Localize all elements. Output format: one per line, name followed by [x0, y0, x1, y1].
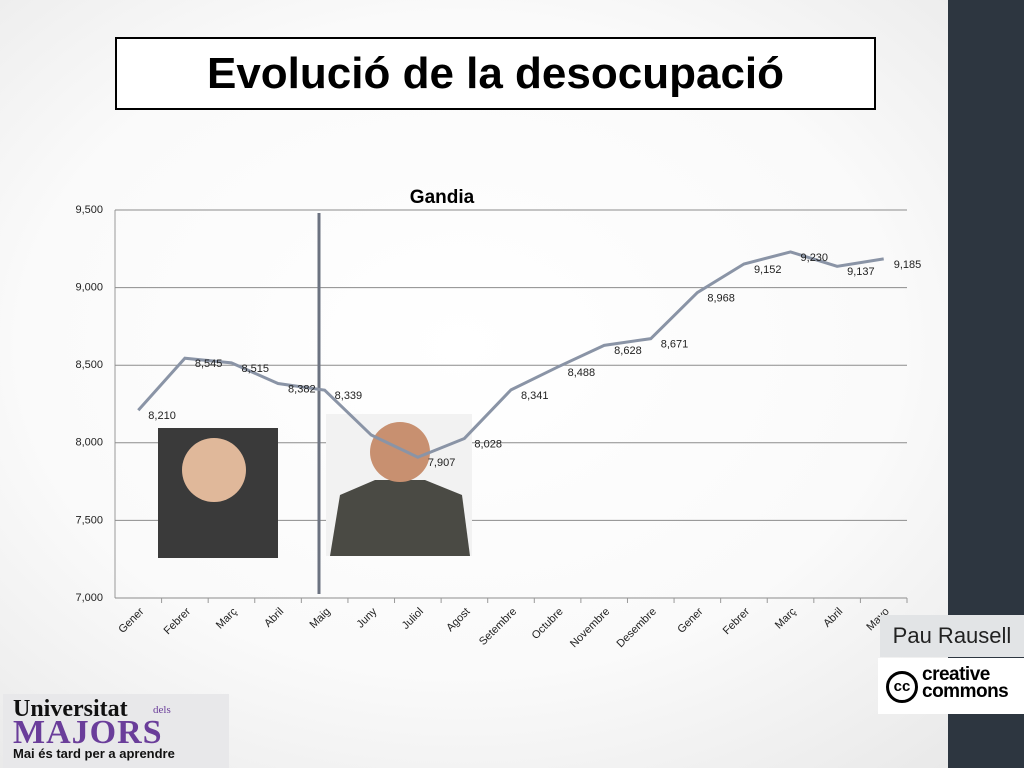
photo-face: [182, 438, 246, 502]
data-label: 8,341: [521, 390, 549, 402]
x-tick-label: Octubre: [530, 606, 566, 642]
x-tick-label: Novembre: [568, 606, 612, 650]
data-label: 8,545: [195, 358, 223, 370]
logo: Universitat dels MAJORS Mai és tard per …: [3, 694, 229, 768]
y-tick-label: 8,000: [75, 437, 103, 449]
x-tick-label: Desembre: [615, 606, 659, 650]
cc-badge: cc: [886, 671, 918, 703]
y-tick-label: 7,000: [75, 592, 103, 604]
y-tick-label: 9,000: [75, 282, 103, 294]
x-tick-label: Febrer: [721, 605, 753, 637]
chart: Gandia 7,000 7,500 8,000 8,500 9,000 9,500 Gen…: [75, 187, 922, 650]
x-tick-label: Març: [214, 605, 240, 631]
data-label: 8,628: [614, 345, 642, 357]
data-label: 8,382: [288, 383, 316, 395]
cc-text: creative commons: [922, 664, 1009, 702]
slide-title: Evolució de la desocupació: [115, 37, 876, 110]
data-label: 8,028: [474, 438, 502, 450]
chart-title: Gandia: [410, 187, 475, 208]
x-tick-label: Abril: [262, 606, 286, 630]
photo-face: [370, 422, 430, 482]
logo-motto: Mai és tard per a aprendre: [13, 746, 175, 761]
data-label: 8,671: [661, 339, 689, 351]
x-tick-label: Gener: [116, 605, 146, 635]
x-tick-label: Setembre: [477, 606, 519, 648]
x-tick-label: Agost: [444, 606, 472, 634]
cc-line: commons: [922, 681, 1009, 702]
logo-name: MAJORS: [13, 714, 163, 751]
y-tick-label: 9,500: [75, 204, 103, 216]
data-label: 8,488: [568, 367, 596, 379]
photo-body: [330, 480, 470, 556]
author: Pau Rausell: [880, 615, 1024, 657]
data-label: 9,152: [754, 264, 782, 276]
data-label: 9,230: [801, 252, 829, 264]
x-tick-label: Juliol: [400, 606, 426, 632]
data-label: 9,137: [847, 266, 875, 278]
x-tick-label: Abril: [821, 606, 845, 630]
cc-logo: cc creative commons: [878, 658, 1024, 714]
cc-line: creative: [922, 664, 990, 685]
y-tick-label: 7,500: [75, 514, 103, 526]
logo-dels: dels: [153, 704, 171, 716]
x-tick-label: Febrer: [162, 605, 194, 637]
x-tick-label: Maig: [307, 606, 332, 631]
data-label: 9,185: [894, 259, 922, 271]
x-tick-label: Gener: [675, 605, 705, 635]
x-tick-label: Juny: [354, 605, 379, 630]
line: [137, 250, 884, 459]
data-label: 8,339: [335, 390, 363, 402]
y-tick-label: 8,500: [75, 359, 103, 371]
data-label: 8,968: [707, 292, 735, 304]
data-label: 7,907: [428, 457, 456, 469]
x-tick-label: Març: [773, 605, 799, 631]
logo-line: Universitat: [13, 696, 128, 722]
data-label: 8,210: [148, 410, 176, 422]
data-label: 8,515: [241, 363, 269, 375]
